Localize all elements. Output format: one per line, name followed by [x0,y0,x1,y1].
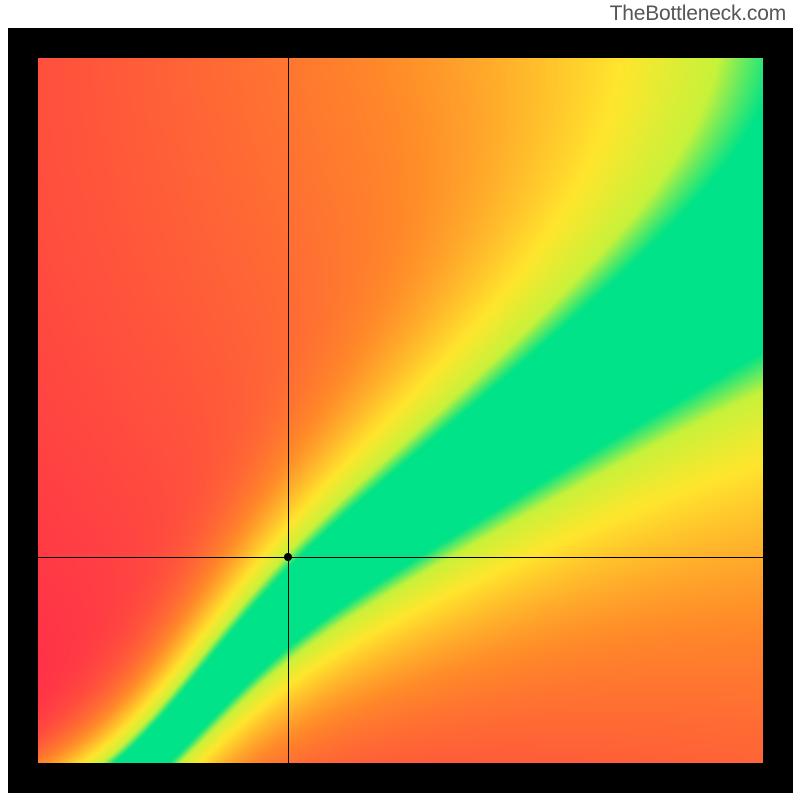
heatmap-plot [38,58,763,763]
heatmap-canvas [38,58,763,763]
crosshair-horizontal [38,557,763,558]
watermark-text: TheBottleneck.com [610,2,786,26]
crosshair-vertical [288,58,289,763]
